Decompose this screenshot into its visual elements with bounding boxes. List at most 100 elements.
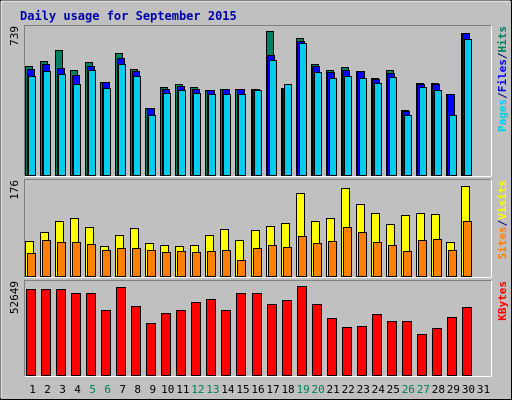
bar-kbytes-day-23 (357, 326, 367, 376)
bar-pages-day-30 (464, 39, 472, 176)
series-sites (27, 221, 472, 277)
bar-pages-day-4 (73, 84, 81, 176)
legend-entry: Visits (496, 180, 509, 220)
bar-pages-day-9 (148, 115, 156, 176)
bar-pages-day-26 (404, 115, 412, 176)
bar-kbytes-day-6 (101, 310, 111, 376)
bar-sites-day-28 (433, 239, 442, 277)
bar-kbytes-day-11 (176, 310, 186, 376)
x-tick-label-day-15: 15 (236, 383, 249, 396)
bar-kbytes-day-24 (372, 314, 382, 376)
bar-kbytes-day-18 (282, 300, 292, 376)
bar-sites-day-4 (72, 242, 81, 277)
bar-sites-day-24 (373, 242, 382, 277)
bar-pages-day-3 (58, 74, 66, 176)
bar-sites-day-1 (27, 253, 36, 277)
x-tick-label-day-19: 19 (296, 383, 309, 396)
bar-pages-day-19 (299, 43, 307, 176)
bar-sites-day-26 (403, 251, 412, 277)
bar-kbytes-day-19 (297, 286, 307, 376)
bar-pages-day-1 (28, 76, 36, 176)
legend-hits-files-pages: Pages/Files/Hits (496, 26, 509, 132)
bar-pages-day-7 (118, 64, 126, 176)
bar-kbytes-day-8 (131, 306, 141, 376)
x-tick-label-day-22: 22 (342, 383, 355, 396)
x-tick-label-day-11: 11 (176, 383, 189, 396)
bar-sites-day-25 (388, 245, 397, 277)
x-tick-label-day-28: 28 (432, 383, 445, 396)
bar-sites-day-8 (132, 248, 141, 277)
bar-pages-day-18 (284, 84, 292, 176)
x-tick-label-day-26: 26 (402, 383, 415, 396)
x-tick-label-day-29: 29 (447, 383, 460, 396)
panel-hits-files-pages: 739 Pages/Files/Hits (8, 25, 509, 177)
bar-sites-day-30 (463, 221, 472, 277)
legend-entry: Sites (496, 226, 509, 259)
x-tick-label-day-6: 6 (104, 383, 111, 396)
bar-kbytes-day-29 (447, 317, 457, 376)
bar-kbytes-day-4 (71, 293, 81, 376)
bar-kbytes-day-9 (146, 323, 156, 376)
bar-pages-day-24 (374, 83, 382, 176)
legend-entry: KBytes (496, 281, 509, 321)
bar-kbytes-day-2 (41, 289, 51, 376)
bar-sites-day-5 (87, 244, 96, 277)
series-pages (28, 39, 472, 176)
bar-pages-day-5 (88, 70, 96, 176)
bar-kbytes-day-26 (402, 321, 412, 376)
bar-sites-day-15 (237, 260, 246, 277)
bar-kbytes-day-15 (236, 293, 246, 376)
legend-entry: Hits (496, 26, 509, 53)
x-tick-label-day-14: 14 (221, 383, 235, 396)
bar-sites-day-6 (102, 250, 111, 277)
bar-pages-day-25 (389, 77, 397, 176)
bar-pages-day-10 (163, 93, 171, 176)
bar-sites-day-18 (283, 247, 292, 277)
bar-pages-day-22 (344, 76, 352, 176)
x-tick-label-day-30: 30 (462, 383, 475, 396)
bar-kbytes-day-25 (387, 321, 397, 376)
x-tick-label-day-18: 18 (281, 383, 294, 396)
legend-entry: / (496, 219, 509, 226)
x-tick-label-day-4: 4 (74, 383, 81, 396)
x-tick-label-day-23: 23 (357, 383, 370, 396)
bar-sites-day-10 (162, 252, 171, 277)
bar-sites-day-20 (313, 243, 322, 277)
x-tick-label-day-24: 24 (372, 383, 386, 396)
x-tick-label-day-25: 25 (387, 383, 400, 396)
legend-visits-sites: Sites/Visits (496, 180, 509, 260)
x-tick-label-day-20: 20 (312, 383, 325, 396)
bar-pages-day-21 (329, 78, 337, 176)
bar-kbytes-day-27 (417, 334, 427, 376)
bar-kbytes-day-16 (252, 293, 262, 376)
bar-pages-day-20 (314, 72, 322, 176)
bar-pages-day-13 (208, 94, 216, 176)
legend-entry: / (496, 52, 509, 59)
bar-pages-day-8 (133, 76, 141, 176)
bar-pages-day-27 (419, 87, 427, 176)
series-kbytes (26, 286, 472, 376)
bar-pages-day-14 (223, 94, 231, 176)
x-tick-label-day-1: 1 (29, 383, 36, 396)
bar-kbytes-day-20 (312, 304, 322, 376)
bar-kbytes-day-1 (26, 289, 36, 376)
bar-kbytes-day-30 (462, 307, 472, 376)
bar-sites-day-22 (343, 227, 352, 277)
bar-pages-day-15 (238, 94, 246, 176)
bar-sites-day-27 (418, 240, 427, 277)
y-max-label: 739 (8, 26, 21, 46)
bar-pages-day-16 (254, 90, 262, 176)
bar-pages-day-2 (43, 71, 51, 176)
bar-sites-day-16 (253, 248, 262, 277)
x-tick-label-day-5: 5 (89, 383, 96, 396)
x-tick-label-day-3: 3 (59, 383, 66, 396)
x-tick-label-day-9: 9 (149, 383, 156, 396)
x-tick-label-day-17: 17 (266, 383, 279, 396)
bar-kbytes-day-10 (161, 313, 171, 376)
x-tick-label-day-27: 27 (417, 383, 430, 396)
bar-kbytes-day-3 (56, 289, 66, 376)
bar-pages-day-29 (449, 115, 457, 176)
bar-kbytes-day-28 (432, 328, 442, 376)
bar-sites-day-14 (222, 250, 231, 277)
